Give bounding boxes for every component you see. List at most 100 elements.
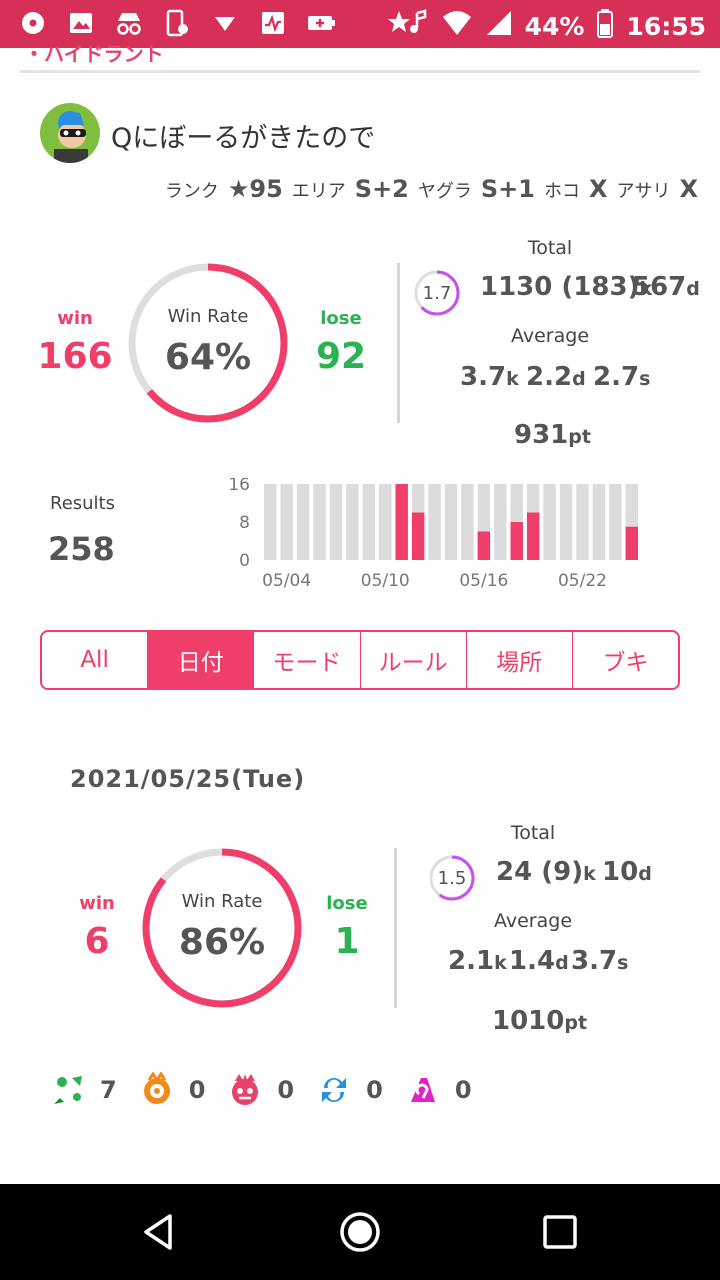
mode-count-row: 7 0 0 0 0 [50, 1072, 494, 1108]
day-kd-ratio: 1.5 [437, 868, 467, 889]
day-average-title: Average [493, 910, 573, 932]
overall-avg-points-value: 931 [514, 420, 569, 450]
mode-count-splat-zones: 0 [139, 1072, 205, 1108]
star-music-icon [387, 9, 429, 43]
overall-avg-specials: 2.7s [593, 362, 650, 392]
bar [625, 526, 638, 560]
day-total-deaths-value: 10 [602, 857, 639, 887]
divider [397, 263, 400, 423]
player-name: Qにぼーるがきたので [111, 123, 376, 154]
mode-count-clam-blitz: 0 [405, 1072, 472, 1108]
bar-background [543, 484, 556, 560]
overall-lose-label: lose [320, 308, 362, 329]
day-lose-label: lose [326, 893, 368, 914]
tab-all[interactable]: All [42, 632, 149, 688]
image-icon [66, 8, 96, 38]
bar-background [346, 484, 359, 560]
tab-stage[interactable]: 場所 [467, 632, 573, 688]
asari-rank-label: アサリ [616, 181, 671, 202]
day-win-rate-title: Win Rate [181, 891, 263, 912]
overall-total-title: Total [527, 237, 573, 259]
overall-avg-deaths: 2.2d [526, 362, 586, 392]
back-icon[interactable] [138, 1210, 182, 1254]
kills-unit: k [494, 952, 507, 974]
day-total-title: Total [510, 822, 556, 844]
avatar[interactable] [40, 103, 100, 163]
filter-tabs: All 日付 モード ルール 場所 ブキ [40, 630, 680, 690]
area-rank-label: エリア [291, 181, 346, 202]
battery-plus-icon [306, 8, 336, 38]
mode-count: 0 [366, 1076, 383, 1104]
overall-win-rate-title: Win Rate [167, 306, 249, 327]
overall-total-kills-value: 1130 (183) [480, 272, 640, 302]
divider [20, 70, 700, 73]
x-tick-label: 05/10 [361, 571, 410, 588]
status-bar: 44% 16:55 [0, 0, 720, 48]
day-win-count: 6 [84, 921, 110, 962]
area-rank-value: S+2 [354, 175, 409, 203]
overall-win-rate-ring [128, 263, 288, 423]
kills-unit: k [506, 368, 519, 390]
specials-unit: s [639, 368, 651, 390]
day-win-label: win [79, 893, 115, 914]
results-label: Results [50, 493, 115, 514]
download-icon [210, 8, 240, 38]
tower-control-icon [322, 1078, 347, 1102]
day-avg-specials: 3.7s [571, 946, 628, 976]
day-avg-points-value: 1010 [492, 1006, 565, 1036]
day-win-rate-value: 86% [178, 922, 266, 963]
y-tick-label: 16 [228, 478, 250, 495]
bar [411, 512, 425, 560]
day-kd-ratio-ring [429, 855, 475, 901]
status-notification-icons [18, 8, 336, 38]
tab-rule[interactable]: ルール [361, 632, 467, 688]
bar-background [609, 484, 622, 560]
hoko-rank-value: X [588, 175, 608, 203]
y-tick-label: 0 [239, 551, 250, 571]
day-win-rate-ring [142, 848, 302, 1008]
wifi-icon [441, 9, 473, 43]
overall-total-deaths: 567d [632, 272, 700, 302]
tab-date[interactable]: 日付 [148, 632, 255, 688]
clam-blitz-icon [410, 1078, 435, 1102]
points-unit: pt [564, 1012, 588, 1034]
partial-stage-heading: ・ハイドラント [24, 42, 164, 66]
kills-unit: k [583, 863, 596, 885]
tab-weapon[interactable]: ブキ [602, 650, 649, 676]
bar-background [280, 484, 293, 560]
overall-avg-kills-value: 3.7 [460, 362, 507, 392]
bar [510, 522, 523, 560]
day-avg-kills-value: 2.1 [448, 946, 495, 976]
bar-background [559, 484, 573, 560]
mode-count: 0 [277, 1076, 295, 1104]
bar-background [296, 484, 310, 560]
day-avg-deaths: 1.4d [509, 946, 569, 976]
status-system-icons: 44% 16:55 [387, 8, 706, 44]
bar-background [494, 484, 507, 560]
bar-background [592, 484, 606, 560]
points-unit: pt [568, 426, 591, 448]
day-avg-deaths-value: 1.4 [509, 946, 556, 976]
bar-background [329, 484, 343, 560]
device-settings-icon [162, 8, 192, 38]
divider [394, 848, 397, 1008]
deaths-unit: d [638, 863, 652, 885]
day-total-kills-value: 24 (9) [496, 857, 584, 887]
overall-kd-ratio: 1.7 [422, 283, 452, 304]
yagura-rank-label: ヤグラ [417, 181, 472, 202]
deaths-unit: d [555, 952, 569, 974]
battery-icon [596, 8, 614, 44]
recents-icon[interactable] [538, 1210, 582, 1254]
overall-win-count: 166 [37, 336, 113, 377]
tab-mode[interactable]: モード [254, 632, 361, 688]
home-icon[interactable] [338, 1210, 382, 1254]
navigation-bar [0, 1184, 720, 1280]
rank-label: ランク [164, 181, 219, 202]
mode-count-tower-control: 0 [316, 1072, 383, 1108]
turf-war-icon [54, 1076, 82, 1104]
x-tick-label: 05/04 [262, 571, 311, 588]
day-date-heading: 2021/05/25(Tue) [70, 765, 306, 793]
day-total-kills: 24 (9)k [496, 857, 596, 887]
results-count: 258 [48, 530, 115, 568]
overall-win-rate-value: 64% [164, 337, 252, 378]
